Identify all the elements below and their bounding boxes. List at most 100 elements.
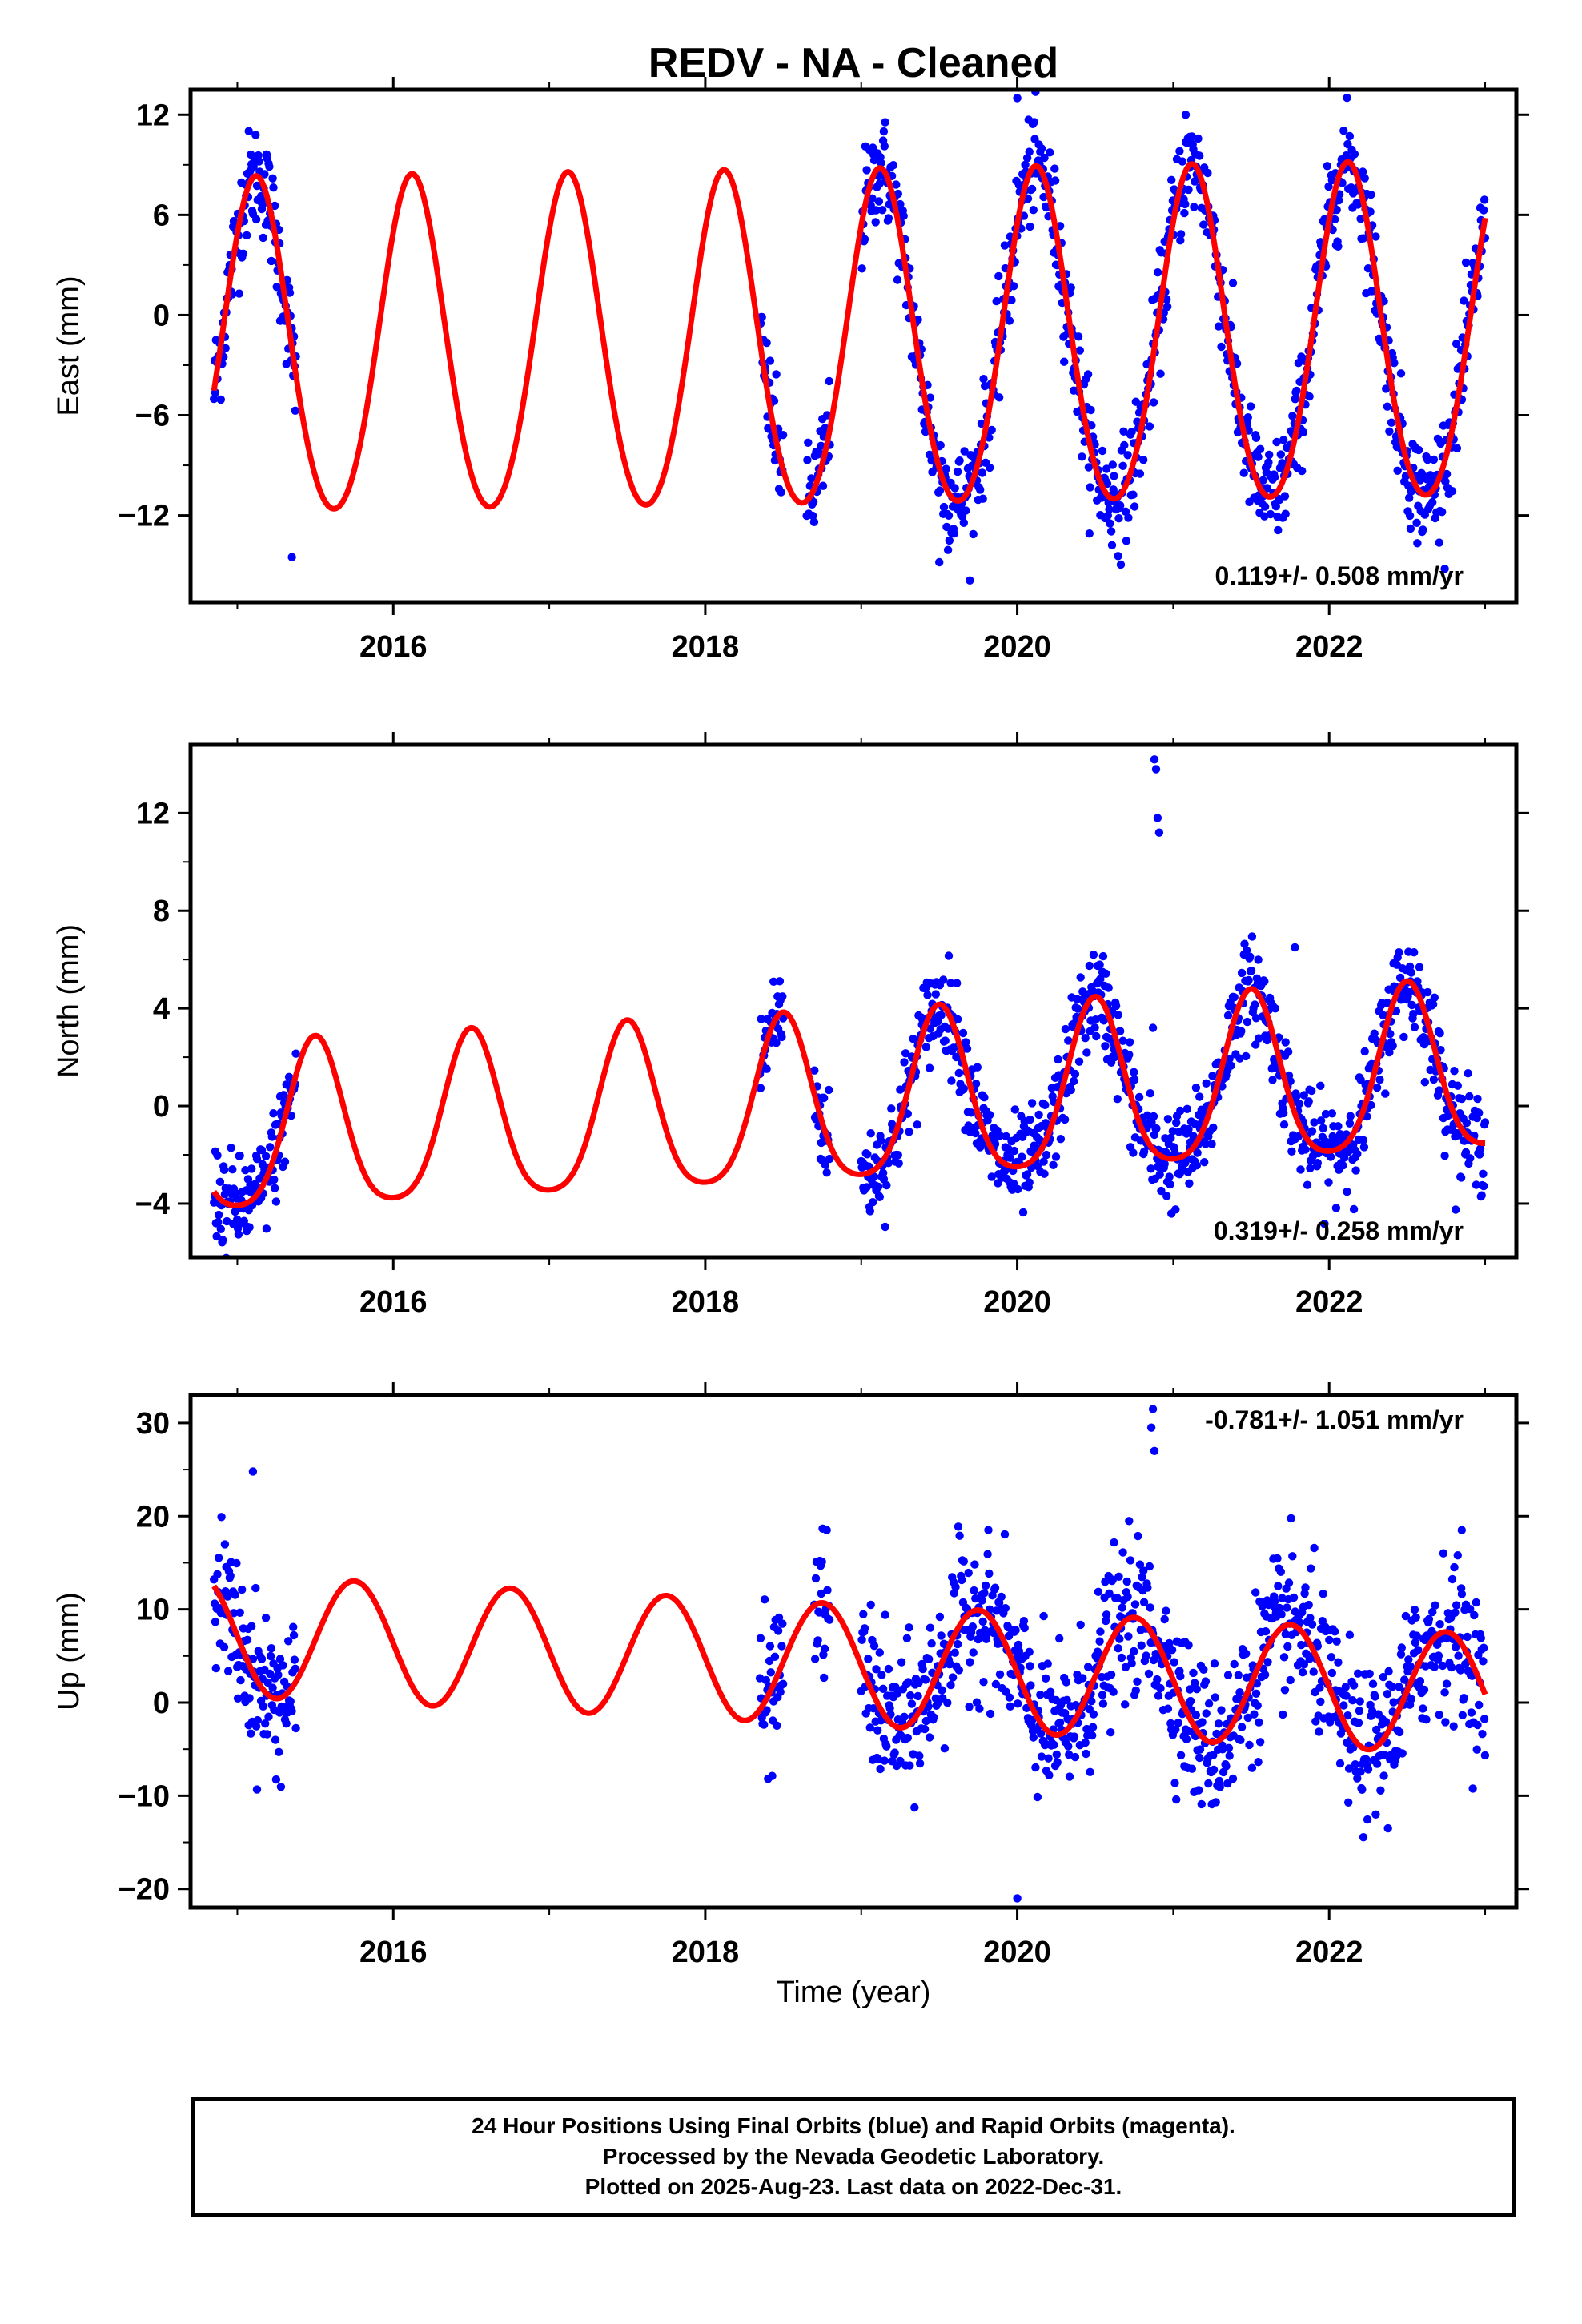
data-point: [1153, 1675, 1162, 1684]
data-point: [1464, 1069, 1472, 1078]
data-point: [935, 1612, 945, 1622]
data-point: [1281, 1038, 1290, 1047]
data-point: [877, 1671, 886, 1679]
data-point: [1026, 1662, 1034, 1671]
data-point: [1117, 1653, 1126, 1663]
data-point: [1296, 1165, 1305, 1174]
data-point: [1041, 1740, 1050, 1750]
data-point: [1036, 1691, 1045, 1699]
data-point: [291, 406, 299, 415]
data-point: [1064, 1036, 1073, 1045]
data-point: [1204, 1779, 1213, 1788]
data-point: [1170, 1779, 1179, 1787]
data-point: [1002, 1132, 1010, 1141]
y-tick-label: 4: [153, 992, 170, 1026]
data-point: [252, 181, 262, 191]
data-point: [936, 440, 945, 450]
data-point: [1316, 1081, 1325, 1091]
y-tick-label: 12: [136, 99, 170, 132]
data-point: [216, 395, 225, 404]
data-point: [1118, 1548, 1127, 1557]
data-point: [1367, 1707, 1377, 1715]
data-point: [817, 1589, 825, 1598]
data-point: [1010, 1146, 1019, 1156]
data-point: [1098, 1699, 1108, 1708]
data-point: [1152, 1124, 1161, 1133]
data-point: [1359, 1143, 1369, 1152]
data-point: [235, 1608, 244, 1618]
data-point: [1315, 1683, 1324, 1692]
x-tick-label: 2018: [672, 630, 740, 664]
data-point: [938, 1686, 946, 1695]
data-point: [1053, 1758, 1062, 1767]
data-point: [1461, 258, 1471, 267]
data-point: [1371, 1810, 1380, 1819]
data-point: [1339, 1161, 1347, 1170]
data-point: [1026, 222, 1034, 231]
data-point: [1468, 1784, 1477, 1793]
data-point: [1176, 1751, 1186, 1759]
data-point: [219, 1165, 229, 1175]
data-point: [216, 1224, 225, 1234]
data-point: [1379, 1771, 1388, 1780]
x-tick-label: 2022: [1295, 1936, 1363, 1969]
data-point: [1124, 513, 1133, 522]
data-point: [876, 1764, 885, 1774]
data-point: [1453, 1551, 1463, 1560]
data-point: [1442, 469, 1452, 479]
data-point: [1411, 1638, 1420, 1647]
data-point: [1363, 1765, 1373, 1774]
data-point: [1356, 215, 1365, 223]
data-point: [1375, 1076, 1384, 1084]
data-point: [1153, 814, 1162, 822]
data-point: [975, 1704, 984, 1713]
data-point: [1259, 476, 1267, 485]
data-point: [227, 1144, 235, 1152]
data-point: [980, 1093, 989, 1102]
data-point: [1399, 1032, 1408, 1042]
data-point: [1145, 422, 1154, 431]
data-point: [1083, 1663, 1093, 1671]
data-point: [1228, 279, 1238, 287]
data-point: [271, 201, 279, 211]
data-point: [1251, 1588, 1260, 1597]
data-point: [1438, 508, 1447, 517]
data-point: [1435, 1086, 1443, 1095]
data-point: [984, 1526, 993, 1534]
data-point: [1430, 1663, 1439, 1671]
panel-north: −4 0 4 8 12 2016 2018 2020 2022 North (mm) 0.319+/…: [52, 732, 1529, 1319]
data-point: [1014, 1640, 1023, 1650]
data-point: [772, 1039, 781, 1047]
data-point: [1475, 1108, 1484, 1117]
data-point: [1094, 1587, 1103, 1597]
x-tick-label: 2018: [672, 1285, 740, 1319]
data-point: [1082, 1749, 1090, 1759]
data-point: [943, 1699, 952, 1707]
data-point: [778, 1679, 788, 1688]
data-point: [817, 441, 825, 450]
data-point: [1211, 1798, 1220, 1807]
data-point: [1306, 1614, 1315, 1622]
data-point: [271, 1775, 281, 1784]
data-point: [1026, 1115, 1034, 1124]
data-point: [1189, 1132, 1198, 1140]
data-point: [1193, 1148, 1202, 1157]
data-point: [1435, 538, 1443, 547]
data-point: [1119, 427, 1128, 436]
data-point: [980, 1589, 989, 1598]
data-point: [1251, 433, 1261, 442]
data-point: [774, 1613, 784, 1622]
data-point: [1279, 1653, 1289, 1662]
data-point: [285, 288, 295, 297]
x-tick-label: 2020: [983, 630, 1051, 664]
data-point: [1355, 1697, 1364, 1706]
data-point: [1371, 232, 1380, 241]
data-point: [862, 1183, 871, 1192]
data-point: [1114, 514, 1123, 523]
data-point: [1039, 1157, 1048, 1166]
data-point: [1299, 428, 1308, 436]
data-point: [918, 1664, 927, 1674]
data-point: [905, 1623, 913, 1632]
data-point: [1208, 1072, 1217, 1080]
data-point: [1307, 1564, 1315, 1573]
